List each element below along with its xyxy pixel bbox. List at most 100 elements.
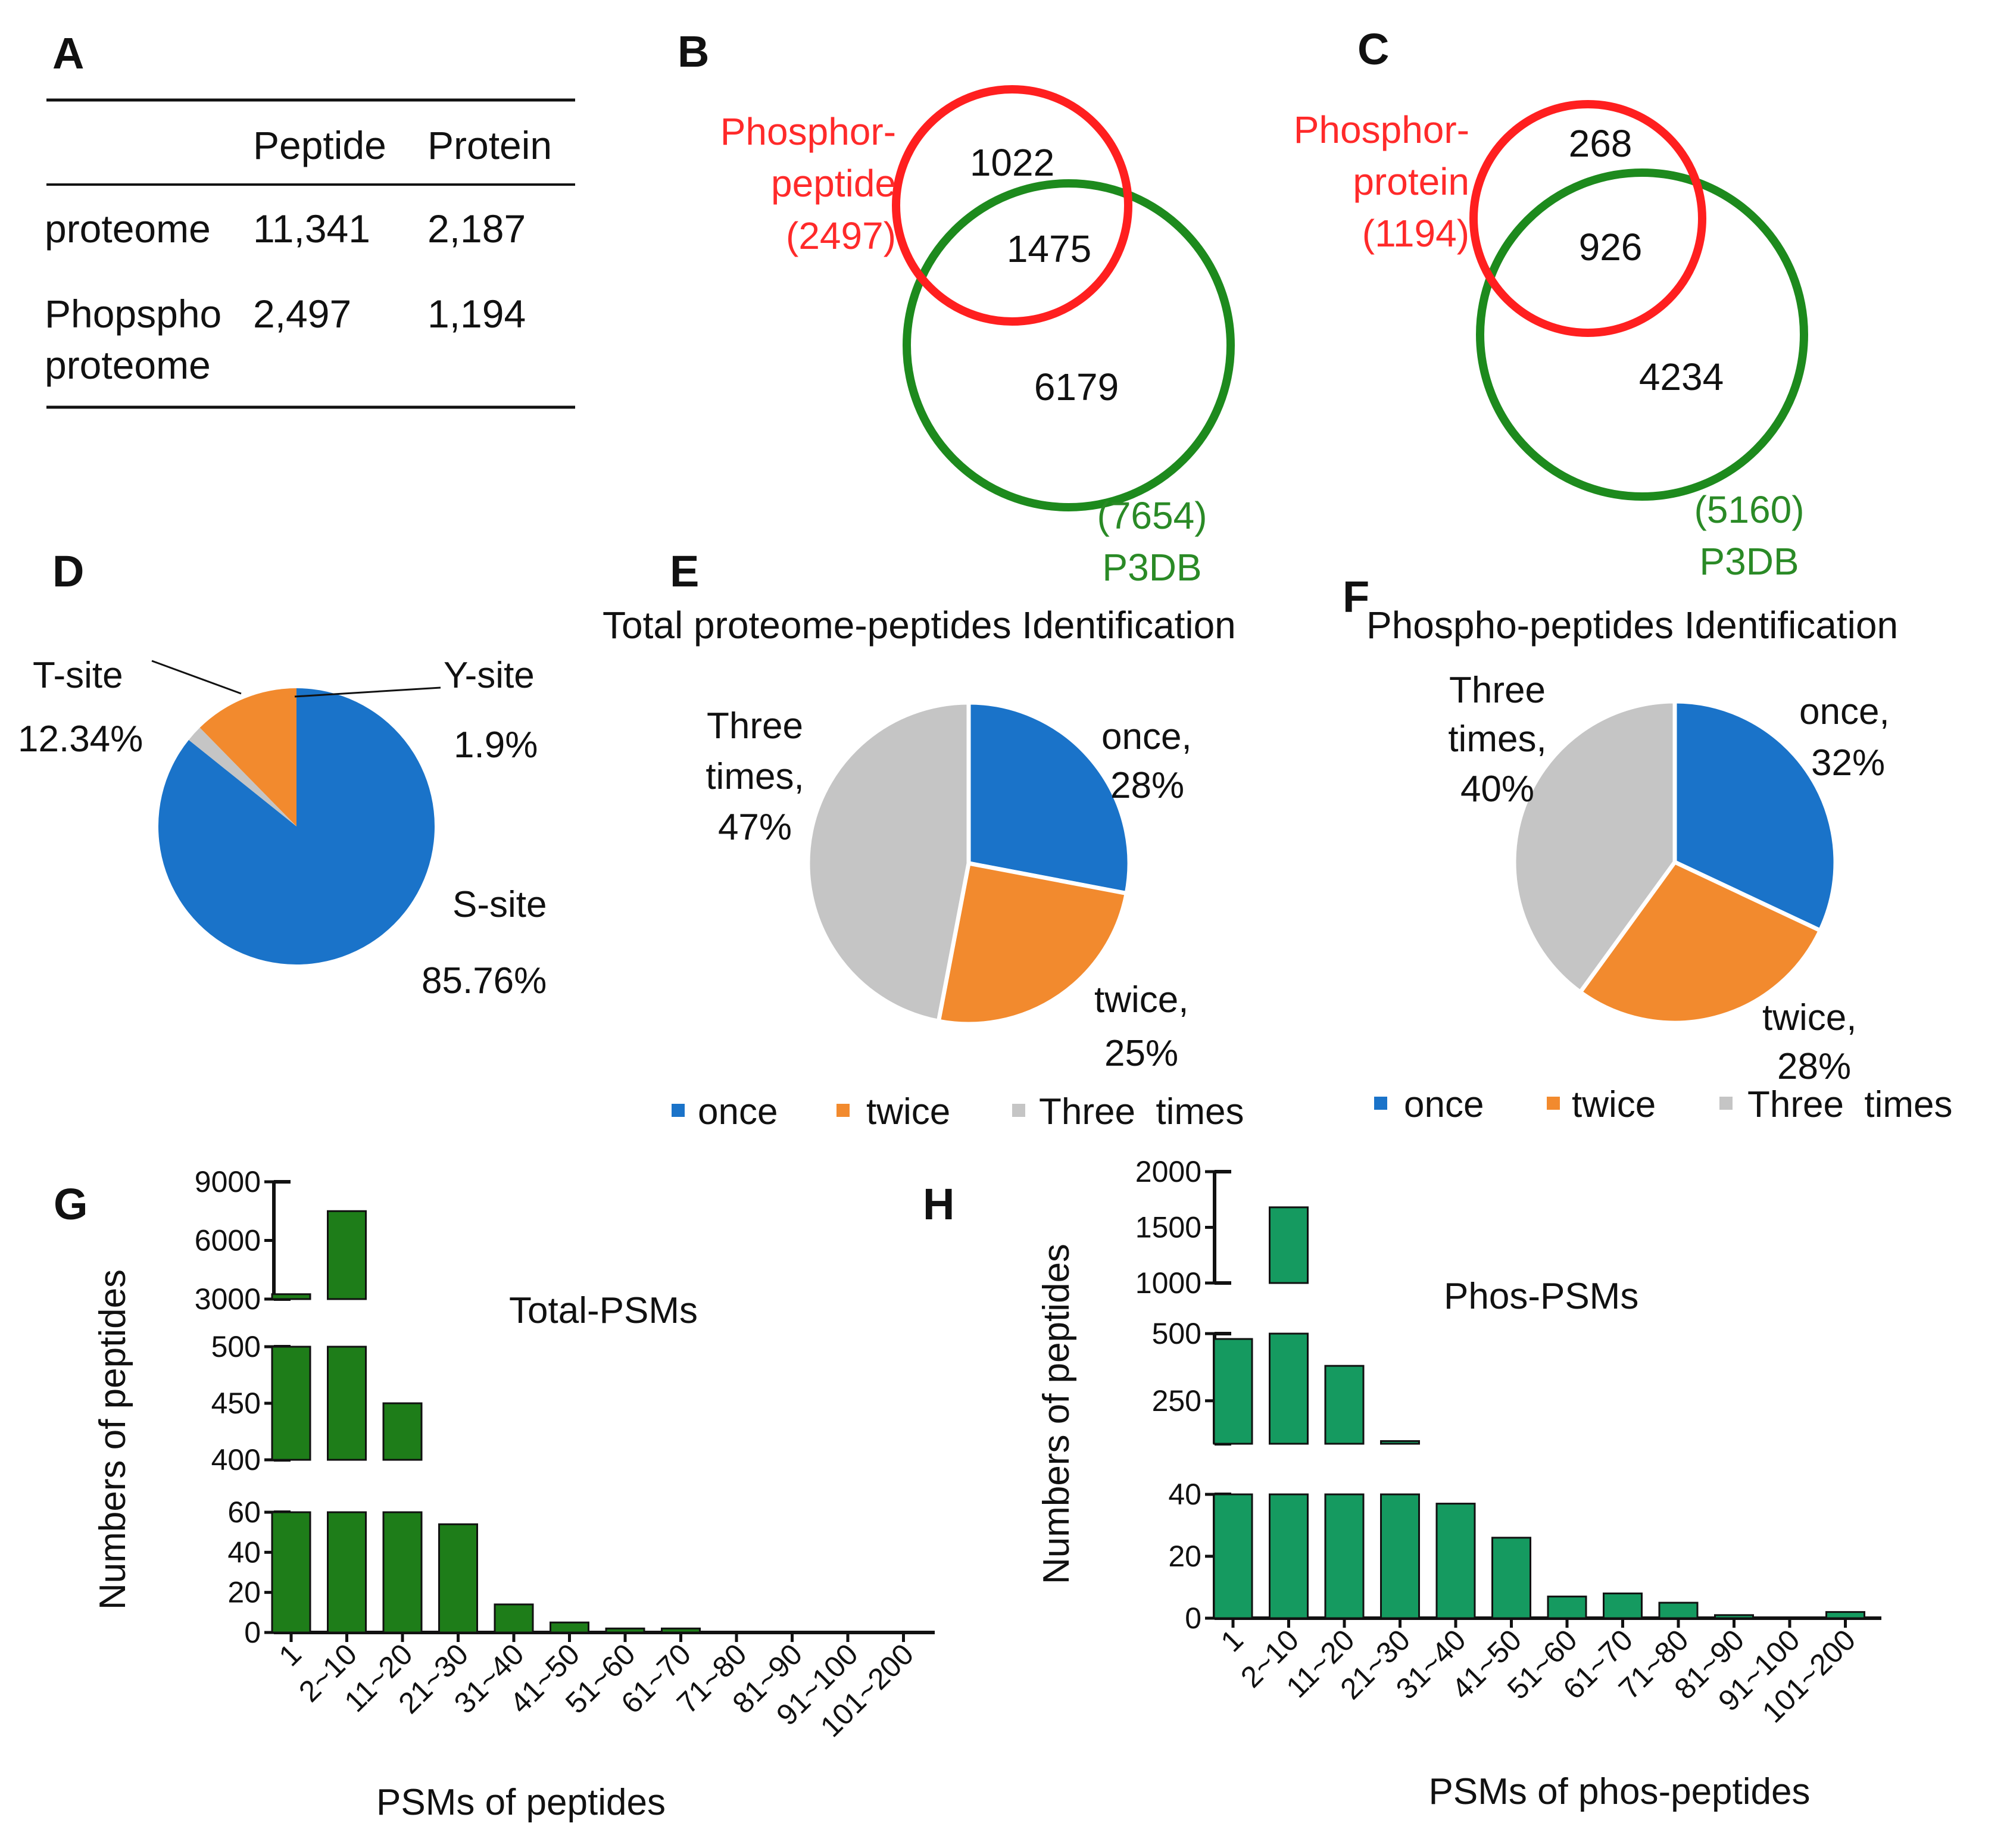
bar-h-y-tick-label: 1000 (1135, 1266, 1201, 1300)
pie-f-legend-twice: twice (1572, 1084, 1656, 1125)
bar-g-y-tick-label: 20 (227, 1576, 261, 1609)
pie-f-three-label2: times, (1448, 719, 1546, 760)
venn-b-only-a: 1022 (970, 141, 1054, 184)
venn-c-set-b-count: (5160) (1694, 488, 1805, 531)
pie-d-t-leader (151, 660, 242, 695)
bar-g-y-tick-label: 6000 (195, 1224, 261, 1257)
bar-h-bar (1269, 1332, 1309, 1445)
pie-e-twice-pct: 25% (1104, 1033, 1178, 1074)
bar-g-y-tick-label: 60 (227, 1496, 261, 1529)
pie-f-once-label: once, (1799, 691, 1890, 732)
venn-c-only-b: 4234 (1639, 355, 1724, 398)
venn-c-p3db-circle (1476, 168, 1808, 501)
pie-f-three-label: Three (1449, 670, 1546, 711)
pie-e-legend-once: once (698, 1091, 778, 1132)
pie-f-once-pct: 32% (1811, 742, 1885, 783)
bar-h-bar (1825, 1611, 1865, 1619)
pie-d-t-name: T-site (33, 655, 123, 696)
summary-table: Peptide Protein proteome 11,341 2,187 Ph… (45, 98, 575, 409)
pie-f-twice-pct: 28% (1777, 1046, 1851, 1087)
bar-h-y-tick-label: 1500 (1135, 1211, 1201, 1244)
bar-h-title: Phos-PSMs (1444, 1276, 1638, 1317)
pie-e-three-label2: times, (706, 756, 804, 797)
venn-b-set-b-name: P3DB (1102, 546, 1201, 589)
bar-h-bar (1213, 1338, 1253, 1445)
table-header-peptide: Peptide (253, 123, 386, 167)
venn-b-set-a-line2: peptide (771, 162, 896, 205)
venn-c-set-b-name: P3DB (1699, 540, 1799, 583)
bar-g-bar (438, 1523, 478, 1634)
venn-c-set-a-line2: protein (1353, 160, 1469, 203)
bar-chart-phos-psms: Phos-PSMs Numbers of peptides PSMs of ph… (1036, 1155, 1881, 1812)
bar-g-y-tick-label: 400 (211, 1443, 261, 1476)
bar-g-bar (382, 1402, 423, 1461)
bar-g-y-tick-label: 3000 (195, 1282, 261, 1316)
bar-g-y-tick-label: 9000 (195, 1165, 261, 1198)
pie-f-slice-three-times (1512, 699, 1677, 994)
bar-h-bar (1324, 1365, 1365, 1445)
panel-label-f: F (1343, 572, 1369, 622)
bar-h-bar (1603, 1592, 1643, 1619)
panel-label-e: E (670, 547, 699, 596)
pie-d-y-pct: 1.9% (454, 725, 538, 766)
pie-f-legend-three: Three times (1747, 1084, 1953, 1125)
venn-b-both: 1475 (1007, 227, 1091, 270)
bar-h-marks: 0204025050010001500200012~1011~2021~3031… (1135, 1155, 1881, 1729)
bar-h-y-tick-label: 40 (1168, 1478, 1201, 1511)
pie-f-legend-three-swatch (1719, 1097, 1733, 1110)
table-cell-proteome-protein: 2,187 (427, 207, 526, 251)
table-header-protein: Protein (427, 123, 552, 167)
pie-e-three-label: Three (707, 706, 803, 747)
pie-f-legend-once-swatch (1374, 1097, 1387, 1110)
pie-d-slice-t-site (199, 688, 296, 826)
bar-h-y-tick-label: 0 (1185, 1602, 1201, 1635)
bar-g-y-tick-label: 40 (227, 1535, 261, 1569)
bar-g-ylabel: Numbers of peptides (92, 1269, 133, 1610)
bar-g-bar (550, 1621, 589, 1634)
bar-h-ylabel: Numbers of peptides (1036, 1244, 1077, 1584)
bar-g-x-tick-label: 1 (273, 1637, 308, 1672)
bar-g-bar (271, 1511, 311, 1634)
panel-label-h: H (923, 1179, 954, 1229)
pie-f-three-pct: 40% (1460, 769, 1534, 810)
bar-h-y-tick-label: 2000 (1135, 1155, 1201, 1188)
table-row-phospho-label: Phopspho (45, 292, 221, 336)
pie-e-legend-three: Three times (1039, 1091, 1244, 1132)
bar-g-bar (605, 1627, 645, 1634)
bar-h-bar (1269, 1493, 1309, 1619)
bar-g-y-tick-label: 500 (211, 1330, 261, 1363)
bar-h-bar (1380, 1440, 1420, 1445)
bar-h-bar (1491, 1537, 1531, 1619)
bar-g-bar (327, 1210, 367, 1300)
bar-g-y-tick-label: 0 (244, 1616, 261, 1649)
bar-h-bar (1380, 1493, 1420, 1619)
bar-h-bar (1658, 1602, 1699, 1619)
bar-g-bar (661, 1627, 701, 1634)
table-row-phospho-label-line2: proteome (45, 343, 211, 387)
panel-label-g: G (54, 1179, 88, 1229)
panel-label-c: C (1357, 24, 1389, 74)
bar-g-title: Total-PSMs (509, 1290, 698, 1331)
bar-h-y-tick-label: 500 (1152, 1317, 1201, 1350)
bar-g-bar (271, 1293, 311, 1300)
bar-h-y-tick-label: 20 (1168, 1540, 1201, 1573)
pie-phosphosite: T-site 12.34% Y-site 1.9% S-site 85.76% (18, 655, 547, 1001)
bar-h-bar (1714, 1614, 1754, 1619)
venn-c-set-a-line1: Phosphor- (1294, 108, 1469, 151)
pie-e-once-pct: 28% (1110, 765, 1184, 806)
pie-d-slice-s-site (158, 688, 435, 965)
bar-g-xlabel: PSMs of peptides (376, 1782, 666, 1823)
bar-g-bar (382, 1511, 423, 1634)
pie-d-slice-y-site (189, 728, 296, 826)
pie-e-twice-label: twice, (1094, 979, 1188, 1020)
venn-phosphoprotein: Phosphor- protein (1194) 268 926 4234 (5… (1294, 100, 1808, 583)
table-row-proteome-label: proteome (45, 207, 211, 251)
bar-h-xlabel: PSMs of phos-peptides (1428, 1771, 1810, 1812)
bar-g-bar (494, 1603, 534, 1634)
bar-g-marks: 020406040045050030006000900012~1011~2021… (195, 1165, 935, 1743)
pie-e-once-label: once, (1101, 716, 1192, 757)
bar-g-y-tick-label: 450 (211, 1387, 261, 1420)
bar-h-bar (1213, 1493, 1253, 1619)
pie-e-three-pct: 47% (718, 807, 792, 848)
